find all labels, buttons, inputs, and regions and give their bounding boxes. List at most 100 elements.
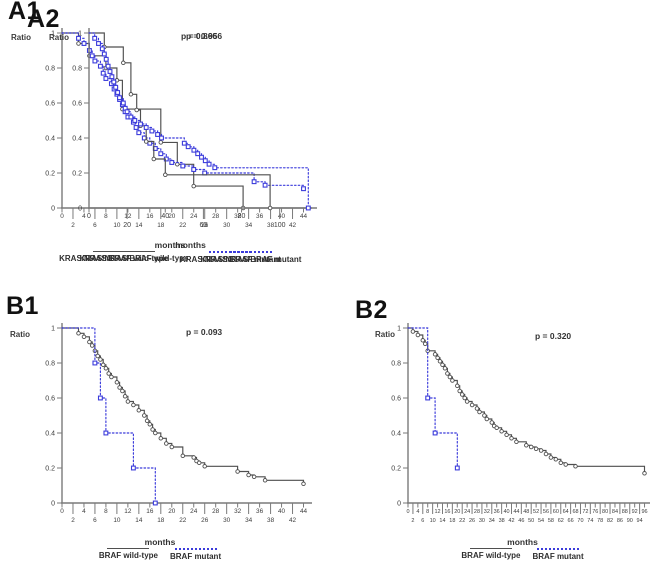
svg-text:28: 28	[212, 508, 220, 515]
svg-text:0.2: 0.2	[72, 171, 82, 178]
svg-text:22: 22	[459, 518, 465, 524]
svg-text:0.8: 0.8	[391, 361, 401, 368]
svg-text:28: 28	[212, 213, 220, 220]
svg-text:38: 38	[267, 222, 275, 229]
svg-text:0.6: 0.6	[45, 101, 55, 108]
svg-text:36: 36	[256, 508, 264, 515]
svg-text:20: 20	[168, 213, 176, 220]
svg-text:76: 76	[592, 509, 598, 515]
svg-text:18: 18	[449, 518, 455, 524]
svg-text:42: 42	[289, 222, 297, 229]
svg-text:40: 40	[161, 213, 169, 220]
p-value: p = 0.320	[535, 331, 572, 341]
panel-b2: B2 Ratio p = 0.320 1 0.8 0.6 0.4 0.2 0 0 2 4 6 8 10…	[325, 285, 650, 569]
svg-text:10: 10	[113, 222, 121, 229]
svg-text:46: 46	[518, 518, 524, 524]
panel-label: A2	[27, 5, 60, 33]
panel-a2: A2 Ratio p = 0.956 1 0.8 0.6 0.4 0.2 0 0 20 40 60…	[0, 0, 325, 285]
svg-text:60: 60	[200, 222, 208, 229]
panel-b1: B1 Ratio p = 0.093 1 0.8 0.6 0.4 0.2 0 0 2 4 6 8 10…	[0, 285, 325, 569]
svg-text:100: 100	[274, 222, 286, 229]
svg-text:12: 12	[435, 509, 441, 515]
svg-text:92: 92	[632, 509, 638, 515]
legend-item-wild-type: KRAS/NRAS/BRAF wild-type	[80, 251, 189, 263]
svg-text:2: 2	[71, 517, 75, 524]
svg-text:30: 30	[223, 517, 231, 524]
legend-label: KRAS/NRAS/BRAF wild-type	[79, 254, 189, 263]
legend-item-mutant: KRAS/NRAS/BRAF mutant	[201, 251, 301, 264]
svg-text:26: 26	[201, 222, 209, 229]
svg-text:1: 1	[78, 31, 82, 38]
svg-text:0.6: 0.6	[391, 396, 401, 403]
legend: months KRAS/NRAS/BRAF wild-type KRAS/NRA…	[58, 240, 323, 264]
svg-text:6: 6	[93, 222, 97, 229]
legend-item-mutant: BRAF mutant	[533, 548, 584, 561]
svg-text:56: 56	[543, 509, 549, 515]
svg-text:74: 74	[587, 518, 593, 524]
svg-text:0: 0	[60, 213, 64, 220]
svg-text:8: 8	[104, 508, 108, 515]
y-axis-title: Ratio	[11, 33, 31, 42]
km-chart-b2: 10.80.60.40.2002468101214161820222426283…	[391, 323, 650, 524]
svg-text:36: 36	[494, 509, 500, 515]
svg-text:14: 14	[135, 517, 143, 524]
svg-text:32: 32	[484, 509, 490, 515]
svg-text:44: 44	[513, 509, 519, 515]
svg-text:34: 34	[489, 518, 495, 524]
svg-text:1: 1	[397, 326, 401, 333]
svg-text:80: 80	[602, 509, 608, 515]
svg-text:24: 24	[190, 508, 198, 515]
svg-text:90: 90	[627, 518, 633, 524]
svg-text:0: 0	[87, 213, 91, 220]
svg-text:6: 6	[93, 517, 97, 524]
mutant-line-sample	[537, 548, 580, 550]
svg-text:0.2: 0.2	[45, 466, 55, 473]
svg-text:78: 78	[597, 518, 603, 524]
svg-text:6: 6	[421, 518, 424, 524]
panel-label: B1	[6, 292, 39, 320]
svg-text:16: 16	[146, 508, 154, 515]
svg-text:16: 16	[146, 213, 154, 220]
svg-text:1: 1	[51, 31, 55, 38]
svg-text:40: 40	[503, 509, 509, 515]
legend-label: KRAS/NRAS/BRAF wild-type	[59, 254, 168, 263]
svg-text:32: 32	[234, 213, 242, 220]
svg-text:30: 30	[479, 518, 485, 524]
svg-text:0.8: 0.8	[45, 361, 55, 368]
y-axis-title: Ratio	[49, 33, 69, 42]
legend-label: KRAS/NRAS/BRAF mutant	[180, 255, 281, 264]
panel-label: B2	[355, 296, 388, 324]
svg-text:86: 86	[617, 518, 623, 524]
svg-text:0.4: 0.4	[72, 136, 82, 143]
x-axis-title: months	[154, 240, 186, 250]
svg-text:88: 88	[622, 509, 628, 515]
svg-text:18: 18	[157, 222, 165, 229]
svg-text:0.2: 0.2	[45, 171, 55, 178]
svg-text:14: 14	[135, 222, 143, 229]
svg-text:0.8: 0.8	[72, 66, 82, 73]
p-value: p = 0.866	[181, 31, 218, 41]
svg-text:82: 82	[607, 518, 613, 524]
svg-text:28: 28	[474, 509, 480, 515]
svg-text:34: 34	[245, 222, 253, 229]
svg-text:40: 40	[278, 213, 286, 220]
svg-text:94: 94	[637, 518, 643, 524]
svg-text:60: 60	[553, 509, 559, 515]
svg-text:20: 20	[454, 509, 460, 515]
svg-text:10: 10	[113, 517, 121, 524]
svg-text:20: 20	[123, 222, 131, 229]
mutant-line-sample	[174, 548, 217, 550]
legend-label: BRAF wild-type	[461, 551, 521, 560]
mutant-line-sample	[229, 251, 272, 253]
svg-text:0.8: 0.8	[45, 66, 55, 73]
svg-text:66: 66	[568, 518, 574, 524]
y-axis-title: Ratio	[10, 330, 30, 339]
legend-label: BRAF mutant	[170, 552, 222, 561]
svg-text:18: 18	[157, 517, 165, 524]
svg-text:8: 8	[104, 213, 108, 220]
svg-text:64: 64	[563, 509, 569, 515]
svg-text:68: 68	[572, 509, 578, 515]
svg-text:12: 12	[124, 213, 132, 220]
svg-text:84: 84	[612, 509, 618, 515]
legend-row: KRAS/NRAS/BRAF wild-type KRAS/NRAS/BRAF …	[80, 251, 301, 264]
